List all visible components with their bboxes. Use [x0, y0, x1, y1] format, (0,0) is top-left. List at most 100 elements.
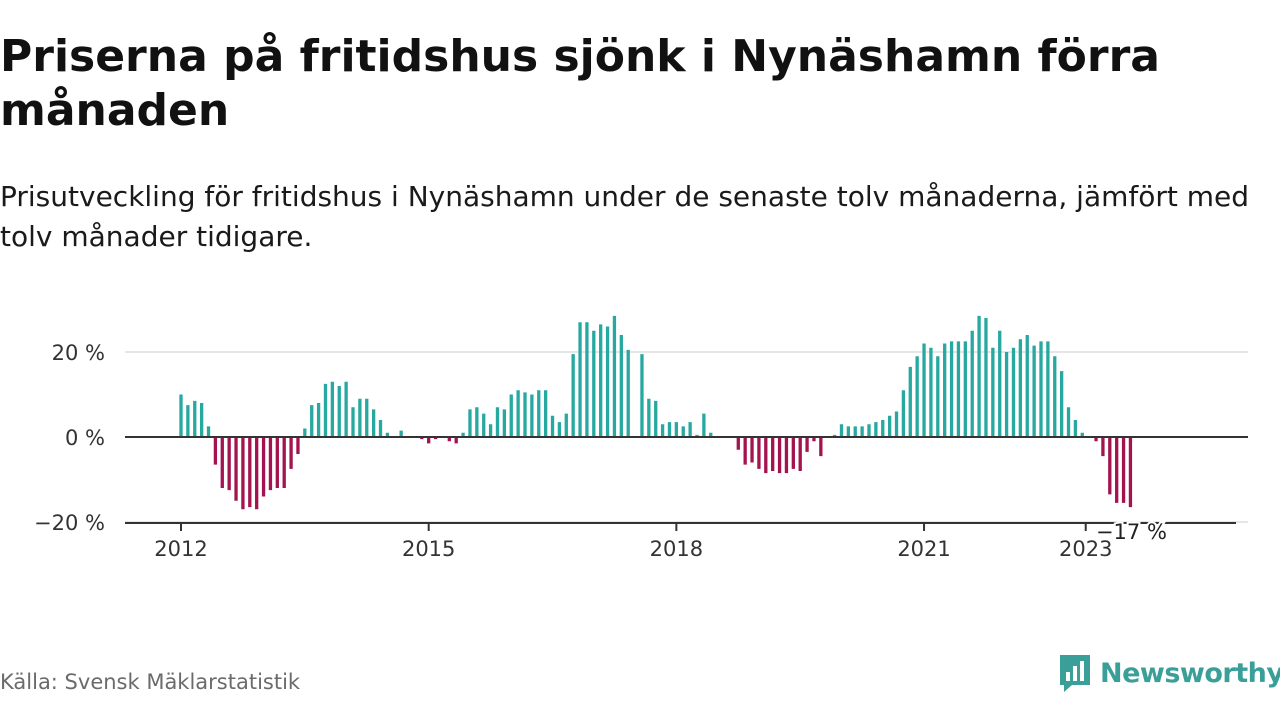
price-change-chart: 20 % 0 % −20 % 2012 2015 2018 2021 2023−17 % [34, 315, 1248, 561]
bar [832, 434, 837, 437]
bar [530, 394, 534, 437]
bar [488, 424, 493, 437]
bar [358, 398, 362, 437]
bar [688, 422, 692, 437]
bar [592, 330, 596, 437]
bar [853, 426, 857, 437]
bar [771, 437, 775, 471]
bar [805, 437, 809, 452]
x-tick-label: 2012 [154, 537, 207, 561]
bar [619, 335, 623, 437]
bar [399, 430, 403, 437]
bar [901, 390, 906, 437]
bar [1073, 420, 1078, 437]
bar [654, 400, 658, 437]
bar [523, 392, 527, 437]
bar [991, 347, 995, 437]
bar [626, 349, 630, 437]
bar [640, 354, 644, 437]
bar [1128, 437, 1133, 508]
last-value-label: −17 % [1096, 520, 1167, 544]
bar [323, 383, 328, 437]
bar [812, 437, 816, 442]
bar [282, 437, 286, 488]
bar [234, 437, 238, 501]
bar [750, 437, 754, 463]
bar [186, 405, 190, 437]
bar [660, 424, 665, 437]
bar [887, 415, 892, 437]
bar [1018, 339, 1023, 437]
bar [543, 390, 548, 437]
bar [743, 437, 747, 465]
bar [798, 437, 802, 471]
bar [550, 415, 555, 437]
bar [537, 390, 541, 437]
bar [612, 315, 617, 437]
bar [557, 422, 562, 437]
bar [475, 407, 479, 437]
bar [427, 437, 431, 444]
bar [1011, 347, 1016, 437]
bar [1046, 341, 1050, 437]
bar [874, 422, 878, 437]
bar [867, 424, 871, 437]
brand-name: Newsworthy [1100, 657, 1280, 689]
bar [936, 356, 940, 437]
bar [777, 437, 782, 474]
bar [956, 341, 961, 437]
bar [736, 437, 740, 450]
bar [316, 403, 321, 437]
bar [1032, 345, 1036, 437]
bar [509, 394, 513, 437]
bar [344, 381, 348, 437]
bar [261, 437, 266, 497]
bar [495, 407, 500, 437]
newsworthy-logo-icon [1060, 655, 1090, 692]
bar [949, 341, 954, 437]
bar [571, 354, 575, 437]
bar [1101, 437, 1105, 457]
bar [220, 437, 224, 488]
bar [1059, 371, 1064, 437]
bar [860, 426, 864, 437]
bar [275, 437, 279, 488]
bar [915, 356, 919, 437]
bar [881, 420, 885, 437]
x-tick-label: 2023 [1059, 537, 1112, 561]
bar [674, 422, 679, 437]
bar [846, 426, 851, 437]
bar [839, 424, 844, 437]
bar [433, 437, 438, 440]
bar [709, 432, 713, 437]
bar [1121, 437, 1126, 503]
bar [970, 330, 974, 437]
bar [296, 437, 300, 454]
bar [337, 386, 341, 437]
x-tick-label: 2015 [402, 537, 455, 561]
bar [227, 437, 231, 491]
bar [330, 381, 335, 437]
bar [908, 366, 912, 437]
bar [454, 437, 458, 444]
bar [605, 326, 610, 437]
bar [255, 437, 259, 510]
bar [351, 407, 355, 437]
bar [929, 347, 933, 437]
bar [1115, 437, 1119, 503]
bar [791, 437, 795, 469]
bar [289, 437, 293, 469]
bar [179, 394, 183, 437]
bar [193, 400, 197, 437]
bar [578, 322, 582, 437]
bar [1025, 335, 1029, 437]
bar [248, 437, 252, 508]
y-tick-label: 0 % [65, 426, 105, 450]
bar [447, 437, 451, 442]
bar [943, 343, 947, 437]
x-tick-label: 2021 [897, 537, 950, 561]
bar [764, 437, 768, 474]
bar [1080, 432, 1084, 437]
chart-subtitle: Prisutveckling för fritidshus i Nynäsham… [0, 180, 1250, 253]
bar [585, 322, 589, 437]
